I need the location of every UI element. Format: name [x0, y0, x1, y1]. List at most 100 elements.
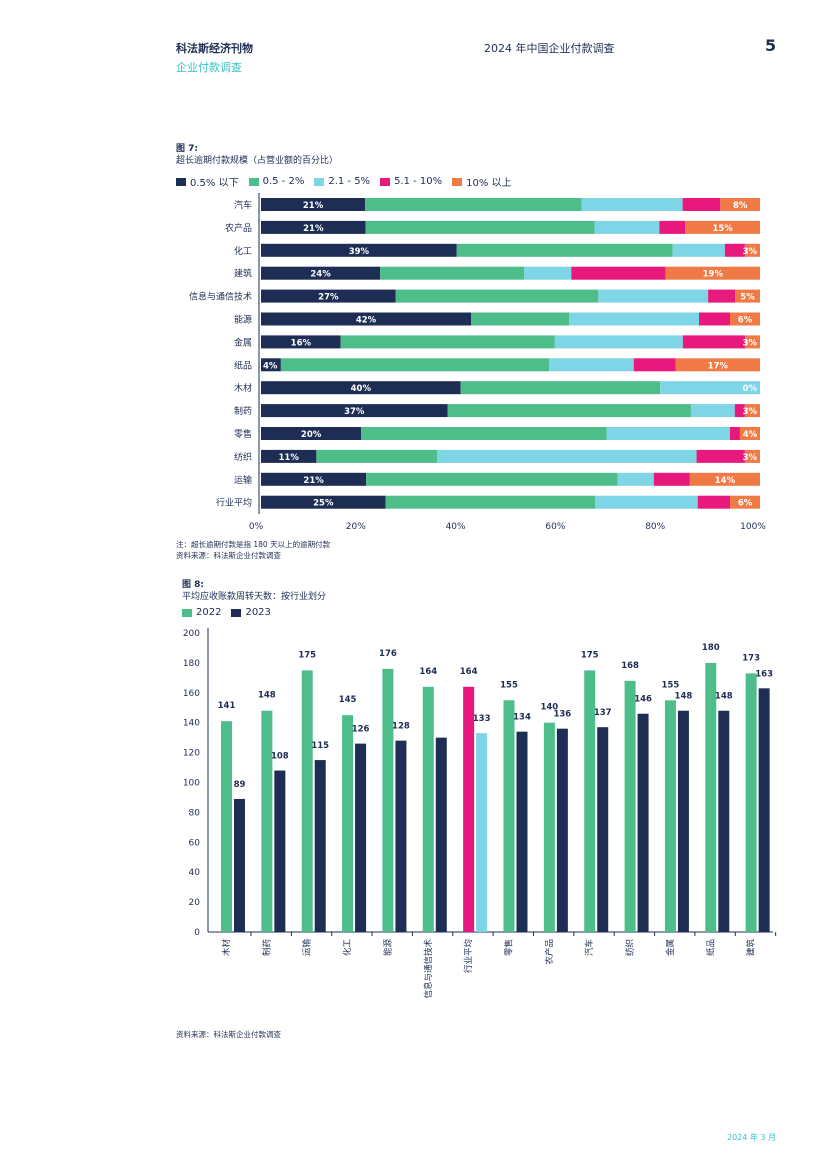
bar-segment	[659, 220, 686, 234]
y-tick-label: 180	[183, 659, 200, 669]
bar-2023	[314, 760, 326, 932]
bar-segment	[729, 427, 740, 440]
category-label: 纸品	[234, 359, 252, 371]
bar-segment	[261, 198, 366, 211]
y-tick-label: 0	[194, 928, 200, 938]
data-label: 4%	[263, 361, 278, 371]
bar-segment	[730, 495, 760, 509]
data-label-2022: 175	[298, 650, 316, 660]
bar-segment	[261, 427, 362, 440]
bar-segment	[261, 495, 386, 509]
data-label: 11%	[279, 453, 300, 463]
y-tick-label: 140	[183, 719, 200, 729]
y-tick-label: 20	[189, 898, 201, 908]
data-label-2023: 146	[634, 695, 652, 705]
data-label-2022: 164	[460, 667, 478, 677]
bar-segment	[365, 220, 595, 234]
x-tick-label: 行业平均	[463, 939, 474, 973]
bar-2023	[556, 728, 568, 932]
data-label: 14%	[715, 476, 736, 486]
data-label-2022: 180	[702, 643, 720, 653]
bar-segment	[471, 312, 569, 326]
legend-item: 10% 以上	[452, 174, 512, 189]
x-tick-label: 80%	[645, 522, 665, 532]
bar-segment	[280, 358, 550, 372]
bar-segment	[261, 449, 317, 463]
bar-segment	[395, 289, 599, 303]
bar-segment	[734, 404, 745, 418]
figure8-source: 资料来源：科法斯企业付款调查	[176, 1030, 281, 1039]
x-tick-label: 0%	[249, 522, 264, 532]
category-label: 制药	[234, 405, 252, 417]
x-tick-label: 金属	[665, 939, 676, 956]
data-label: 3%	[743, 338, 758, 348]
bar-segment	[617, 472, 654, 486]
bar-segment	[682, 198, 721, 211]
bar-segment	[261, 220, 366, 234]
legend-swatch	[248, 177, 259, 186]
data-label: 17%	[708, 361, 729, 371]
bar-2023	[677, 710, 689, 932]
y-tick-label: 120	[183, 749, 200, 759]
figure7-label: 图 7:	[176, 144, 198, 154]
data-label-2023: 108	[271, 752, 289, 762]
bar-segment	[699, 312, 730, 326]
bar-segment	[385, 495, 595, 509]
bar-segment	[361, 427, 607, 440]
category-label: 行业平均	[216, 497, 252, 509]
bar-segment	[261, 358, 281, 372]
bar-2023	[516, 731, 528, 932]
legend-item: 2023	[231, 607, 271, 618]
bar-segment	[685, 220, 760, 234]
bar-segment	[571, 266, 666, 280]
footer-date: 2024 年 3 月	[727, 1133, 777, 1142]
bar-segment	[672, 243, 725, 257]
page-number: 5	[765, 36, 777, 55]
data-label: 24%	[310, 270, 331, 280]
data-label: 0%	[743, 384, 758, 394]
publication-name: 科法斯经济刊物	[176, 42, 253, 55]
data-label: 8%	[733, 201, 748, 211]
legend-item: 0.5% 以下	[176, 174, 239, 189]
bar-segment	[744, 449, 760, 463]
data-label-2023: 128	[392, 722, 410, 732]
bar-segment	[675, 358, 760, 372]
bar-2022	[422, 686, 434, 932]
legend-label: 5.1 - 10%	[394, 176, 443, 187]
bar-2023	[435, 737, 447, 932]
x-tick-label: 20%	[346, 522, 366, 532]
data-label: 37%	[344, 407, 365, 417]
data-label-2022: 140	[540, 703, 558, 713]
bar-2022	[301, 670, 313, 932]
x-tick-label: 制药	[261, 939, 272, 956]
bar-segment	[708, 289, 736, 303]
y-tick-label: 80	[189, 808, 201, 818]
legend-swatch	[176, 177, 186, 186]
data-label: 21%	[303, 476, 324, 486]
figure8-label: 图 8:	[182, 580, 204, 590]
data-label: 40%	[351, 384, 372, 394]
data-label-2023: 89	[234, 780, 246, 790]
x-tick-label: 能源	[382, 939, 393, 957]
data-label: 16%	[291, 338, 312, 348]
bar-2022	[463, 686, 475, 932]
data-label: 4%	[743, 430, 758, 440]
data-label-2023: 163	[755, 669, 773, 679]
bar-2023	[476, 733, 488, 932]
figure7-note: 注：超长逾期付款是指 180 天以上的逾期付款	[176, 540, 331, 549]
data-label: 5%	[740, 293, 755, 303]
figure8-legend: 2022 2023	[182, 607, 281, 618]
bar-segment	[594, 495, 698, 509]
bar-segment	[340, 335, 555, 349]
x-tick-label: 运输	[302, 939, 313, 957]
bar-2023	[597, 727, 609, 932]
bar-segment	[569, 312, 699, 326]
data-label-2022: 155	[500, 680, 518, 690]
x-tick-label: 40%	[446, 522, 466, 532]
bar-segment	[653, 472, 690, 486]
bar-2022	[382, 668, 394, 932]
data-label: 6%	[738, 316, 753, 326]
x-tick-label: 汽车	[584, 939, 595, 956]
data-label: 21%	[303, 224, 324, 234]
bar-segment	[744, 404, 760, 418]
